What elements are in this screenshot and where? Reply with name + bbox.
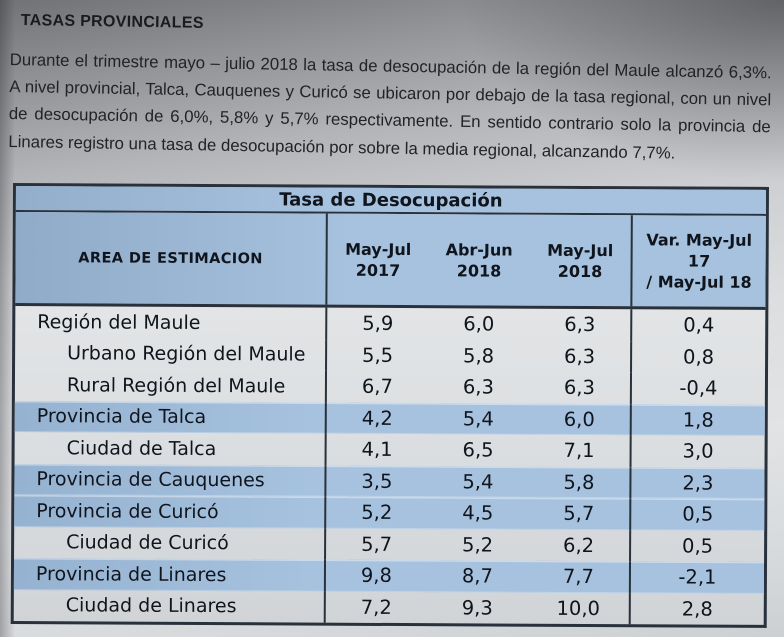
table-row-rural-region-del-maule: Rural Región del Maule 6,7 6,3 6,3 -0,4 — [14, 369, 766, 405]
value-abr-jun-2018: 6,5 — [462, 438, 494, 462]
column-header-area-de-estimacion: AREA DE ESTIMACION — [15, 212, 328, 305]
value-may-jul-2018: 6,0 — [563, 407, 595, 431]
value-may-jul-2018: 6,3 — [564, 313, 596, 337]
value-may-jul-2017: 5,2 — [361, 501, 393, 525]
value-variation: 0,5 — [629, 498, 765, 531]
value-variation: -0,4 — [629, 372, 766, 405]
table-row-ciudad-de-curico: Ciudad de Curicó 5,7 5,2 6,2 0,5 — [14, 526, 765, 562]
row-label: Provincia de Talca — [14, 400, 327, 434]
row-label: Provincia de Curicó — [14, 495, 327, 529]
value-variation: -2,1 — [628, 561, 765, 594]
table-title: Tasa de Desocupación — [15, 186, 766, 216]
value-may-jul-2018: 6,3 — [563, 376, 595, 400]
row-label: Rural Región del Maule — [14, 369, 328, 403]
value-variation: 2,3 — [629, 466, 765, 499]
row-label: Provincia de Linares — [13, 558, 327, 592]
value-abr-jun-2018: 5,4 — [462, 407, 494, 431]
value-abr-jun-2018: 6,3 — [462, 375, 494, 399]
value-abr-jun-2018: 8,7 — [461, 564, 494, 588]
value-may-jul-2018: 10,0 — [556, 596, 601, 620]
table-row-ciudad-de-linares: Ciudad de Linares 7,2 9,3 10,0 2,8 — [13, 589, 764, 625]
value-may-jul-2017: 5,9 — [362, 312, 394, 336]
table-row-provincia-de-curico: Provincia de Curicó 5,2 4,5 5,7 0,5 — [14, 495, 765, 531]
value-abr-jun-2018: 5,8 — [463, 344, 495, 368]
table-row-ciudad-de-talca: Ciudad de Talca 4,1 6,5 7,1 3,0 — [14, 432, 765, 468]
value-may-jul-2017: 3,5 — [361, 469, 393, 493]
value-may-jul-2017: 9,8 — [360, 564, 393, 588]
value-may-jul-2017: 7,2 — [360, 595, 392, 619]
value-may-jul-2018: 6,3 — [564, 344, 596, 368]
value-may-jul-2017: 5,5 — [362, 343, 394, 367]
column-header-abr-jun-2018: Abr-Jun 2018 — [445, 239, 513, 281]
value-may-jul-2018: 6,2 — [563, 533, 595, 557]
value-variation: 2,8 — [628, 592, 764, 625]
value-may-jul-2018: 5,7 — [563, 502, 595, 526]
table-row-provincia-de-talca: Provincia de Talca 4,2 5,4 6,0 1,8 — [14, 400, 765, 436]
page-title: TASAS PROVINCIALES — [20, 12, 204, 32]
intro-paragraph: Durante el trimestre mayo – julio 2018 l… — [8, 49, 772, 163]
table-row-region-del-maule: Región del Maule 5,9 6,0 6,3 0,4 — [15, 306, 766, 342]
value-variation: 0,8 — [630, 340, 766, 373]
value-variation: 0,4 — [630, 309, 766, 342]
value-may-jul-2018: 5,8 — [563, 470, 595, 494]
value-abr-jun-2018: 4,5 — [462, 501, 494, 525]
value-abr-jun-2018: 5,4 — [462, 470, 494, 494]
row-label: Ciudad de Linares — [13, 589, 326, 623]
row-label: Provincia de Cauquenes — [14, 463, 327, 497]
value-abr-jun-2018: 9,3 — [461, 596, 493, 620]
table-row-urbano-region-del-maule: Urbano Región del Maule 5,5 5,8 6,3 0,8 — [15, 337, 766, 373]
table-row-provincia-de-cauquenes: Provincia de Cauquenes 3,5 5,4 5,8 2,3 — [14, 463, 765, 499]
value-variation: 3,0 — [629, 435, 765, 468]
value-may-jul-2018: 7,1 — [563, 439, 595, 463]
column-header-may-jul-2018: May-Jul 2018 — [547, 240, 614, 281]
row-label: Ciudad de Curicó — [14, 526, 327, 560]
row-label: Ciudad de Talca — [14, 432, 327, 466]
table-body: Región del Maule 5,9 6,0 6,3 0,4 Urbano … — [13, 306, 766, 625]
row-label: Urbano Región del Maule — [15, 337, 328, 371]
value-may-jul-2018: 7,7 — [562, 565, 595, 589]
column-header-periods: May-Jul 2017 Abr-Jun 2018 May-Jul 2018 — [327, 214, 630, 307]
value-may-jul-2017: 4,2 — [361, 406, 393, 430]
value-variation: 1,8 — [629, 403, 765, 436]
value-may-jul-2017: 4,1 — [361, 438, 393, 462]
value-may-jul-2017: 5,7 — [361, 532, 393, 556]
value-variation: 0,5 — [629, 529, 765, 562]
column-header-may-jul-2017: May-Jul 2017 — [345, 239, 412, 280]
value-abr-jun-2018: 6,0 — [463, 312, 495, 336]
value-abr-jun-2018: 5,2 — [462, 533, 494, 557]
table-row-provincia-de-linares: Provincia de Linares 9,8 8,7 7,7 -2,1 — [13, 558, 765, 594]
unemployment-rate-table: Tasa de Desocupación AREA DE ESTIMACION … — [10, 183, 769, 628]
table-header-row: AREA DE ESTIMACION May-Jul 2017 Abr-Jun … — [15, 212, 766, 310]
row-label: Región del Maule — [15, 306, 328, 340]
column-header-variation: Var. May-Jul 17 / May-Jul 18 — [630, 215, 766, 307]
value-may-jul-2017: 6,7 — [361, 375, 393, 399]
